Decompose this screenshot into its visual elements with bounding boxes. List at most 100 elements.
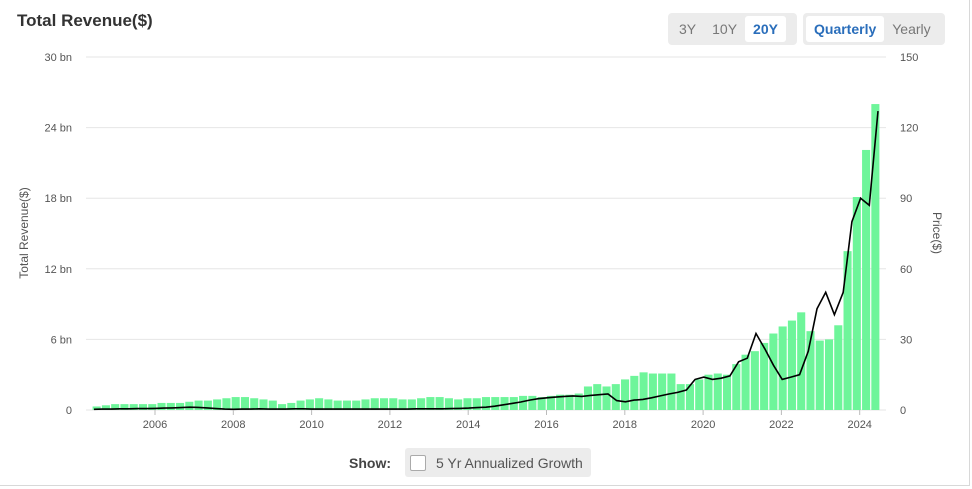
- y2-axis-title: Price($): [930, 212, 944, 254]
- revenue-bar: [824, 339, 834, 410]
- revenue-bar: [129, 404, 138, 410]
- revenue-bar: [556, 394, 565, 410]
- revenue-bar: [713, 373, 722, 410]
- revenue-bar: [593, 384, 602, 410]
- annualized-growth-toggle[interactable]: 5 Yr Annualized Growth: [405, 448, 591, 477]
- revenue-bar: [491, 397, 500, 410]
- annualized-growth-checkbox[interactable]: [410, 454, 426, 471]
- x-tick-label: 2010: [299, 419, 323, 431]
- x-tick-label: 2014: [456, 419, 480, 431]
- y2-tick-label: 120: [900, 123, 918, 135]
- revenue-bar: [630, 375, 639, 410]
- y2-tick-label: 30: [900, 334, 912, 346]
- revenue-bar: [602, 386, 611, 410]
- revenue-bar: [342, 400, 351, 410]
- revenue-bar: [92, 406, 101, 410]
- revenue-bar: [287, 402, 296, 410]
- range-button-20y[interactable]: 20Y: [745, 16, 786, 42]
- revenue-bar: [611, 384, 620, 410]
- revenue-bar: [435, 397, 444, 410]
- x-tick-label: 2012: [378, 419, 402, 431]
- revenue-bar: [760, 342, 769, 410]
- revenue-bar: [148, 404, 157, 410]
- revenue-bar: [361, 399, 370, 410]
- x-tick-label: 2006: [143, 419, 167, 431]
- revenue-bar: [352, 400, 361, 410]
- revenue-bar: [778, 326, 787, 410]
- revenue-bar: [268, 400, 277, 410]
- y-tick-label: 24 bn: [44, 123, 72, 135]
- revenue-bar: [500, 397, 509, 410]
- revenue-bar: [834, 325, 843, 410]
- revenue-bar: [213, 399, 222, 410]
- revenue-bar: [305, 399, 314, 410]
- show-options: Show: 5 Yr Annualized Growth: [349, 448, 591, 477]
- x-tick-label: 2022: [769, 419, 793, 431]
- x-tick-label: 2018: [613, 419, 637, 431]
- revenue-bar: [259, 399, 268, 410]
- y-tick-label: 18 bn: [44, 193, 72, 205]
- revenue-bar: [120, 404, 129, 410]
- revenue-bar: [546, 395, 555, 410]
- revenue-bar: [426, 397, 435, 410]
- revenue-bar: [797, 312, 806, 410]
- revenue-bar: [741, 354, 750, 410]
- revenue-bar: [472, 398, 481, 410]
- y2-tick-label: 150: [900, 52, 918, 64]
- period-button-yearly[interactable]: Yearly: [892, 21, 931, 37]
- revenue-bar: [315, 398, 324, 410]
- revenue-bar: [528, 395, 537, 410]
- revenue-bar: [806, 331, 815, 410]
- revenue-bar: [481, 397, 491, 410]
- x-tick-label: 2020: [691, 419, 715, 431]
- revenue-bar: [176, 402, 185, 410]
- revenue-bar: [639, 372, 648, 410]
- revenue-bar: [370, 398, 379, 410]
- chart-title: Total Revenue($): [17, 11, 153, 30]
- revenue-bar: [695, 379, 704, 410]
- range-selector: 3Y 10Y 20Y: [668, 13, 797, 45]
- x-tick-label: 2016: [534, 419, 558, 431]
- revenue-bar: [278, 404, 287, 410]
- y2-tick-label: 90: [900, 193, 912, 205]
- x-tick-label: 2008: [221, 419, 245, 431]
- range-button-10y[interactable]: 10Y: [712, 21, 738, 37]
- revenue-bar: [203, 400, 212, 410]
- revenue-bar: [843, 251, 852, 410]
- revenue-bar: [454, 399, 463, 410]
- y-tick-label: 6 bn: [51, 334, 72, 346]
- revenue-bar: [537, 397, 546, 410]
- revenue-bar: [444, 398, 453, 410]
- revenue-bar: [852, 197, 861, 410]
- revenue-bar: [166, 402, 175, 410]
- revenue-bar: [407, 399, 416, 410]
- revenue-bar: [296, 400, 305, 410]
- revenue-bar: [240, 397, 249, 410]
- revenue-bar: [704, 374, 713, 410]
- revenue-bar: [379, 398, 389, 410]
- revenue-bar: [658, 373, 667, 410]
- y-tick-label: 12 bn: [44, 264, 72, 276]
- revenue-bar: [519, 395, 528, 410]
- y2-tick-label: 60: [900, 264, 912, 276]
- show-label: Show:: [349, 454, 391, 471]
- revenue-bar: [621, 379, 630, 410]
- period-button-quarterly[interactable]: Quarterly: [806, 16, 885, 42]
- revenue-bar: [231, 397, 240, 410]
- period-selector: Quarterly Yearly: [803, 13, 945, 45]
- range-button-3y[interactable]: 3Y: [679, 21, 697, 37]
- revenue-bars: [92, 104, 880, 411]
- x-tick-label: 2024: [847, 419, 871, 431]
- revenue-bar: [111, 404, 120, 410]
- revenue-bar: [732, 364, 741, 410]
- revenue-bar: [157, 402, 166, 410]
- revenue-bar: [250, 398, 259, 410]
- revenue-bar: [862, 149, 871, 410]
- revenue-bar: [685, 384, 694, 410]
- revenue-bar: [138, 404, 148, 410]
- price-line: [93, 111, 879, 411]
- revenue-bar: [194, 400, 203, 410]
- revenue-bar: [574, 393, 583, 410]
- revenue-bar: [871, 104, 880, 411]
